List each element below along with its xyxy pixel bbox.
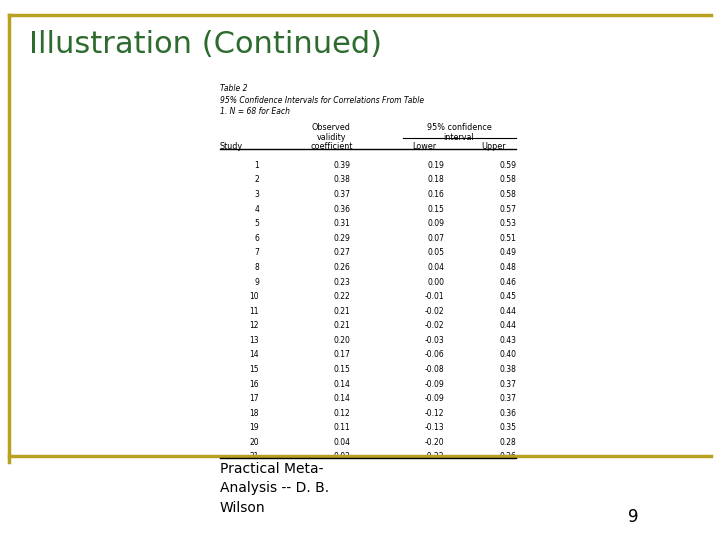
Text: 0.59: 0.59 bbox=[499, 161, 516, 170]
Text: 0.31: 0.31 bbox=[334, 219, 351, 228]
Text: 9: 9 bbox=[254, 278, 259, 287]
Text: coefficient: coefficient bbox=[310, 142, 352, 151]
Text: 18: 18 bbox=[250, 409, 259, 418]
Text: 6: 6 bbox=[254, 234, 259, 243]
Text: 0.29: 0.29 bbox=[334, 234, 351, 243]
Text: -0.03: -0.03 bbox=[425, 336, 444, 345]
Text: Practical Meta-
Analysis -- D. B.
Wilson: Practical Meta- Analysis -- D. B. Wilson bbox=[220, 462, 329, 515]
Text: 5: 5 bbox=[254, 219, 259, 228]
Text: 0.16: 0.16 bbox=[428, 190, 444, 199]
Text: 17: 17 bbox=[250, 394, 259, 403]
Text: 0.40: 0.40 bbox=[499, 350, 516, 360]
Text: 13: 13 bbox=[250, 336, 259, 345]
Text: 14: 14 bbox=[250, 350, 259, 360]
Text: 0.44: 0.44 bbox=[499, 321, 516, 330]
Text: Table 2: Table 2 bbox=[220, 84, 247, 93]
Text: 0.53: 0.53 bbox=[499, 219, 516, 228]
Text: -0.22: -0.22 bbox=[425, 453, 444, 462]
Text: 20: 20 bbox=[250, 438, 259, 447]
Text: 0.46: 0.46 bbox=[499, 278, 516, 287]
Text: 0.04: 0.04 bbox=[333, 438, 351, 447]
Text: -0.09: -0.09 bbox=[425, 394, 444, 403]
Text: 0.23: 0.23 bbox=[334, 278, 351, 287]
Text: 0.26: 0.26 bbox=[334, 263, 351, 272]
Text: Observed
validity: Observed validity bbox=[312, 123, 351, 142]
Text: Illustration (Continued): Illustration (Continued) bbox=[29, 30, 382, 59]
Text: 0.39: 0.39 bbox=[333, 161, 351, 170]
Text: 8: 8 bbox=[254, 263, 259, 272]
Text: 3: 3 bbox=[254, 190, 259, 199]
Text: 0.14: 0.14 bbox=[334, 394, 351, 403]
Text: 0.49: 0.49 bbox=[499, 248, 516, 258]
Text: 0.22: 0.22 bbox=[334, 292, 351, 301]
Text: 0.02: 0.02 bbox=[334, 453, 351, 462]
Text: 0.21: 0.21 bbox=[334, 321, 351, 330]
Text: -0.02: -0.02 bbox=[425, 321, 444, 330]
Text: -0.08: -0.08 bbox=[425, 365, 444, 374]
Text: -0.02: -0.02 bbox=[425, 307, 444, 316]
Text: 0.48: 0.48 bbox=[500, 263, 516, 272]
Text: 0.12: 0.12 bbox=[334, 409, 351, 418]
Text: 0.04: 0.04 bbox=[427, 263, 444, 272]
Text: 0.07: 0.07 bbox=[427, 234, 444, 243]
Text: 0.00: 0.00 bbox=[427, 278, 444, 287]
Text: -0.13: -0.13 bbox=[425, 423, 444, 433]
Text: 0.35: 0.35 bbox=[499, 423, 516, 433]
Text: 0.11: 0.11 bbox=[334, 423, 351, 433]
Text: -0.12: -0.12 bbox=[425, 409, 444, 418]
Text: 0.20: 0.20 bbox=[334, 336, 351, 345]
Text: 95% confidence
interval: 95% confidence interval bbox=[427, 123, 491, 142]
Text: 0.38: 0.38 bbox=[500, 365, 516, 374]
Text: Upper: Upper bbox=[481, 142, 505, 151]
Text: 0.14: 0.14 bbox=[334, 380, 351, 389]
Text: 21: 21 bbox=[250, 453, 259, 462]
Text: 10: 10 bbox=[250, 292, 259, 301]
Text: 0.45: 0.45 bbox=[499, 292, 516, 301]
Text: -0.20: -0.20 bbox=[425, 438, 444, 447]
Text: -0.09: -0.09 bbox=[425, 380, 444, 389]
Text: 0.05: 0.05 bbox=[427, 248, 444, 258]
Text: 0.58: 0.58 bbox=[500, 190, 516, 199]
Text: 0.37: 0.37 bbox=[499, 380, 516, 389]
Text: -0.06: -0.06 bbox=[425, 350, 444, 360]
Text: 1: 1 bbox=[254, 161, 259, 170]
Text: 0.15: 0.15 bbox=[334, 365, 351, 374]
Text: Study: Study bbox=[220, 142, 243, 151]
Text: 0.21: 0.21 bbox=[334, 307, 351, 316]
Text: 0.09: 0.09 bbox=[427, 219, 444, 228]
Text: Lower: Lower bbox=[413, 142, 437, 151]
Text: 12: 12 bbox=[250, 321, 259, 330]
Text: 0.51: 0.51 bbox=[500, 234, 516, 243]
Text: 19: 19 bbox=[250, 423, 259, 433]
Text: -0.01: -0.01 bbox=[425, 292, 444, 301]
Text: 16: 16 bbox=[250, 380, 259, 389]
Text: 11: 11 bbox=[250, 307, 259, 316]
Text: 0.38: 0.38 bbox=[334, 176, 351, 185]
Text: 7: 7 bbox=[254, 248, 259, 258]
Text: 0.36: 0.36 bbox=[499, 409, 516, 418]
Text: 0.15: 0.15 bbox=[428, 205, 444, 214]
Text: 0.43: 0.43 bbox=[499, 336, 516, 345]
Text: 2: 2 bbox=[254, 176, 259, 185]
Text: 0.37: 0.37 bbox=[333, 190, 351, 199]
Text: 4: 4 bbox=[254, 205, 259, 214]
Text: 0.17: 0.17 bbox=[334, 350, 351, 360]
Text: 0.26: 0.26 bbox=[500, 453, 516, 462]
Text: 0.58: 0.58 bbox=[500, 176, 516, 185]
Text: 0.44: 0.44 bbox=[499, 307, 516, 316]
Text: 0.37: 0.37 bbox=[499, 394, 516, 403]
Text: 0.18: 0.18 bbox=[428, 176, 444, 185]
Text: 9: 9 bbox=[629, 508, 639, 525]
Text: 0.19: 0.19 bbox=[428, 161, 444, 170]
Text: 1. N = 68 for Each: 1. N = 68 for Each bbox=[220, 107, 289, 117]
Text: 0.36: 0.36 bbox=[333, 205, 351, 214]
Text: 95% Confidence Intervals for Correlations From Table: 95% Confidence Intervals for Correlation… bbox=[220, 96, 424, 105]
Text: 0.28: 0.28 bbox=[500, 438, 516, 447]
Text: 0.27: 0.27 bbox=[334, 248, 351, 258]
Text: 15: 15 bbox=[250, 365, 259, 374]
Text: 0.57: 0.57 bbox=[499, 205, 516, 214]
